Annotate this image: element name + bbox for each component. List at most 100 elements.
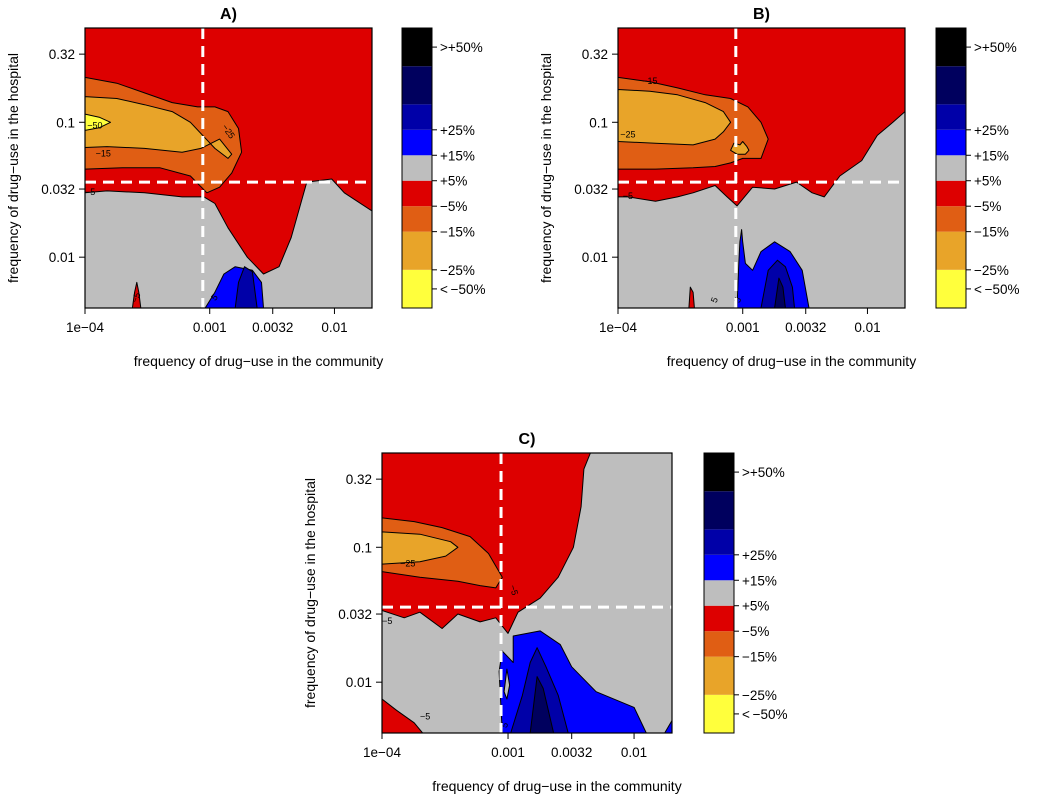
legend-swatch-grey [402, 155, 432, 181]
plot-frame [84, 27, 373, 309]
contour-label-4: 5 [709, 296, 720, 304]
legend-label: +15% [974, 148, 1009, 163]
panel-3: −25 −5 −5 −5 5 C) 1e−04 0.001 0.0032 0.01 0.01 0.03… [302, 431, 788, 794]
legend-label: −25% [742, 688, 777, 703]
legend-swatch-grey [936, 155, 966, 181]
legend-label: −5% [742, 624, 769, 639]
legend-swatch-navy [704, 491, 734, 530]
x-tick-label: 1e−04 [363, 745, 401, 760]
y-tick-label: 0.1 [56, 115, 75, 130]
legend-swatch-yellow [402, 269, 432, 308]
legend-label: +25% [742, 548, 777, 563]
x-axis-label: frequency of drug−use in the community [667, 353, 916, 369]
contour-label-1: −50 [87, 120, 102, 130]
contour-label-5: 5 [499, 721, 510, 729]
x-tick-label: 0.01 [621, 745, 647, 760]
contour-region-blue-9 [664, 720, 672, 733]
x-tick-label: 0.001 [193, 320, 227, 335]
legend-swatch-orange [704, 631, 734, 657]
legend-label: < −50% [440, 282, 486, 297]
y-tick-label: 0.01 [49, 250, 75, 265]
legend-label: >+50% [440, 40, 483, 55]
x-tick-label: 0.0032 [785, 320, 826, 335]
legend-frame [935, 27, 967, 309]
legend-label: −15% [440, 225, 475, 240]
contour-label-3: −5 [623, 191, 633, 201]
legend-label: −25% [974, 263, 1009, 278]
y-tick-label: 0.1 [353, 540, 372, 555]
panel-title: B) [753, 6, 770, 23]
legend-label: −25% [440, 263, 475, 278]
contour-region-navy-8 [529, 676, 555, 733]
legend-swatch-black [704, 453, 734, 492]
x-tick-label: 0.01 [321, 320, 347, 335]
legend-swatch-darkblue [704, 529, 734, 555]
legend-label: +25% [440, 123, 475, 138]
legend-swatch-black [402, 28, 432, 67]
legend-swatch-gold [936, 231, 966, 270]
legend-swatch-red [402, 180, 432, 207]
plot-frame [617, 27, 906, 309]
legend-swatch-blue [936, 129, 966, 156]
y-tick-label: 0.32 [582, 47, 608, 62]
y-tick-label: 0.01 [346, 675, 372, 690]
legend-label: −15% [742, 650, 777, 665]
contour-region-darkblue-6 [234, 266, 258, 308]
contour-label-5: 5 [732, 296, 743, 304]
panel-title: C) [519, 431, 536, 448]
legend-swatch-grey [704, 580, 734, 606]
contour-label-1: −25 [400, 559, 415, 569]
y-tick-label: 0.1 [589, 115, 608, 130]
legend: < −50% −25% −15% −5% +5% +15% +25% >+50% [703, 452, 788, 734]
legend-label: < −50% [742, 707, 788, 722]
contour-region-gold-3 [382, 531, 459, 565]
x-tick-label: 0.01 [854, 320, 880, 335]
contour-region-navy-7 [774, 277, 786, 308]
contour-label-2: −25 [620, 130, 635, 140]
legend-label: +5% [742, 599, 769, 614]
legend-swatch-red [936, 180, 966, 207]
legend: < −50% −25% −15% −5% +5% +15% +25% >+50% [935, 27, 1020, 309]
legend-swatch-darkblue [936, 104, 966, 130]
x-tick-label: 0.0032 [252, 320, 293, 335]
contour-region-yellow-4 [85, 113, 111, 131]
legend-label: >+50% [974, 40, 1017, 55]
legend-label: −5% [440, 199, 467, 214]
legend-label: +15% [440, 148, 475, 163]
contour-label-6: 5 [209, 292, 220, 302]
contour-label-3: −15 [96, 149, 111, 159]
x-tick-label: 1e−04 [66, 320, 104, 335]
x-axis-label: frequency of drug−use in the community [432, 778, 681, 794]
contour-region-grey-6 [503, 668, 511, 700]
contour-region-red-8 [688, 286, 695, 308]
y-tick-label: 0.032 [574, 182, 608, 197]
x-tick-label: 0.001 [726, 320, 760, 335]
legend-swatch-red [704, 605, 734, 632]
legend-frame [401, 27, 433, 309]
x-axis-label: frequency of drug−use in the community [134, 353, 383, 369]
contour-region-red-4 [382, 698, 424, 733]
contour-region-red-7 [131, 281, 142, 308]
legend-swatch-darkblue [402, 104, 432, 130]
legend-label: +15% [742, 573, 777, 588]
y-tick-label: 0.032 [338, 607, 372, 622]
legend-swatch-gold [402, 231, 432, 270]
legend-swatch-blue [704, 554, 734, 581]
legend-swatch-blue [402, 129, 432, 156]
legend-swatch-yellow [936, 269, 966, 308]
x-tick-label: 1e−04 [599, 320, 637, 335]
panel-title: A) [220, 6, 237, 23]
x-tick-label: 0.0032 [551, 745, 592, 760]
legend-swatch-navy [936, 66, 966, 105]
legend-swatch-gold [704, 656, 734, 695]
y-tick-label: 0.01 [582, 250, 608, 265]
y-tick-label: 0.032 [41, 182, 75, 197]
legend-swatch-yellow [704, 694, 734, 733]
panel-2: −15 −25 −5 5 5 B) 1e−04 0.001 0.0032 0.01 0.01 0.03… [538, 6, 1020, 369]
panel-1: −50 −25−15−5−5 5A)1e−04 0.001 0.0032 0.010.01… [5, 6, 486, 369]
legend-label: >+50% [742, 465, 785, 480]
legend-label: −15% [974, 225, 1009, 240]
legend-swatch-orange [936, 206, 966, 232]
legend-swatch-navy [402, 66, 432, 105]
